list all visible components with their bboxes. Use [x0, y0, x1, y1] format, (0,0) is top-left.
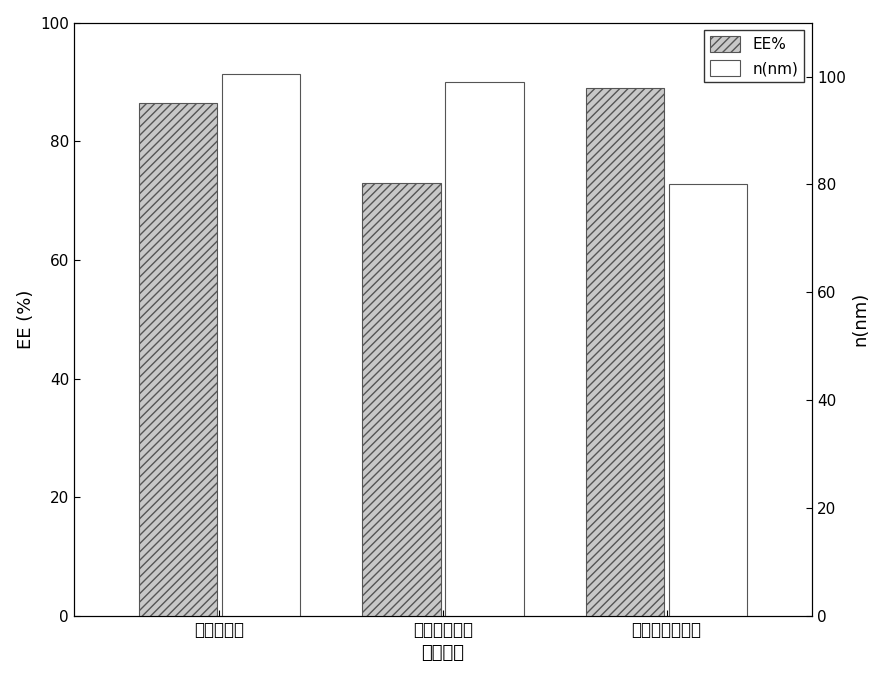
X-axis label: 磷脂类型: 磷脂类型: [422, 644, 464, 662]
Bar: [362, 183, 440, 616]
Bar: [587, 88, 664, 616]
Bar: [669, 185, 747, 616]
Bar: [446, 82, 524, 616]
Y-axis label: n(nm): n(nm): [851, 292, 869, 346]
Legend: EE%, n(nm): EE%, n(nm): [703, 31, 804, 82]
Bar: [222, 74, 299, 616]
Y-axis label: EE (%): EE (%): [17, 290, 35, 349]
Bar: [139, 103, 217, 616]
